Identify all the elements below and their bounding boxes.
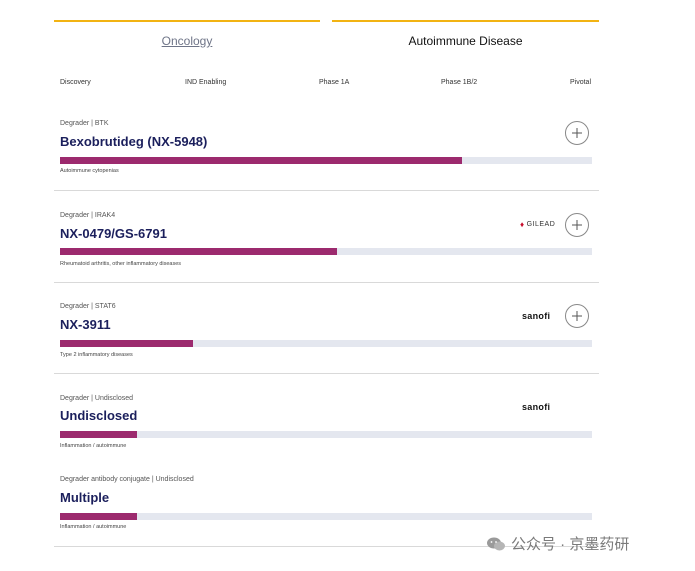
phase-header: Discovery IND Enabling Phase 1A Phase 1B… <box>60 79 592 91</box>
row-divider <box>54 282 599 283</box>
program-indication: Type 2 inflammatory diseases <box>60 352 133 358</box>
program-category: Degrader | BTK <box>60 120 109 127</box>
program-row: Degrader | STAT6 NX-3911 sanofi Type 2 i… <box>54 302 599 374</box>
progress-track <box>60 248 592 255</box>
tab-autoimmune-label[interactable]: Autoimmune Disease <box>408 34 523 48</box>
tab-rule <box>54 20 320 22</box>
plus-icon <box>572 220 582 230</box>
tab-oncology-label[interactable]: Oncology <box>161 34 213 48</box>
program-indication: Inflammation / autoimmune <box>60 443 127 449</box>
progress-fill <box>60 513 138 520</box>
plus-icon <box>572 311 582 321</box>
indication-tabs: Oncology Autoimmune Disease <box>54 20 599 70</box>
expand-button[interactable] <box>565 213 589 237</box>
gilead-icon: ♦ <box>520 220 525 229</box>
program-category: Degrader antibody conjugate | Undisclose… <box>60 476 194 483</box>
plus-icon <box>572 128 582 138</box>
tab-autoimmune-disease[interactable]: Autoimmune Disease <box>332 20 599 70</box>
program-name: Undisclosed <box>60 408 138 423</box>
progress-fill <box>60 431 138 438</box>
progress-track <box>60 513 592 520</box>
partner-name: GILEAD <box>526 221 556 228</box>
wechat-icon <box>487 537 505 550</box>
phase-discovery: Discovery <box>60 79 91 86</box>
partner-logo-sanofi: sanofi <box>522 402 551 412</box>
progress-fill <box>60 157 462 164</box>
program-name: Bexobrutideg (NX-5948) <box>60 134 208 149</box>
row-divider <box>54 546 599 547</box>
phase-pivotal: Pivotal <box>570 79 592 86</box>
program-category: Degrader | IRAK4 <box>60 212 116 219</box>
program-row: Degrader | IRAK4 NX-0479/GS-6791 ♦ GILEA… <box>54 210 599 283</box>
tab-oncology[interactable]: Oncology <box>54 20 320 70</box>
program-name: Multiple <box>60 490 110 505</box>
wechat-watermark: 公众号 · 京墨药研 <box>486 533 629 554</box>
phase-1a: Phase 1A <box>319 79 350 86</box>
program-row: Degrader | BTK Bexobrutideg (NX-5948) Au… <box>54 118 599 191</box>
program-category: Degrader | STAT6 <box>60 303 116 310</box>
phase-1b2: Phase 1B/2 <box>441 79 478 86</box>
progress-track <box>60 157 592 164</box>
program-name: NX-0479/GS-6791 <box>60 226 167 241</box>
program-row: Degrader | Undisclosed Undisclosed sanof… <box>54 393 599 453</box>
tab-rule <box>332 20 599 22</box>
phase-ind-enabling: IND Enabling <box>185 79 227 86</box>
progress-fill <box>60 248 337 255</box>
watermark-text: 公众号 · 京墨药研 <box>511 536 630 553</box>
program-indication: Inflammation / autoimmune <box>60 524 127 530</box>
partner-logo-sanofi: sanofi <box>522 311 551 321</box>
program-name: NX-3911 <box>60 317 111 332</box>
row-divider <box>54 190 599 191</box>
program-indication: Rheumatoid arthritis, other inflammatory… <box>60 261 182 267</box>
program-category: Degrader | Undisclosed <box>60 395 134 402</box>
row-divider <box>54 373 599 374</box>
program-indication: Autoimmune cytopenias <box>60 168 119 174</box>
expand-button[interactable] <box>565 304 589 328</box>
progress-fill <box>60 340 193 347</box>
progress-track <box>60 431 592 438</box>
expand-button[interactable] <box>565 121 589 145</box>
progress-track <box>60 340 592 347</box>
partner-logo-gilead: ♦ GILEAD <box>520 220 555 229</box>
program-row: Degrader antibody conjugate | Undisclose… <box>54 475 599 548</box>
